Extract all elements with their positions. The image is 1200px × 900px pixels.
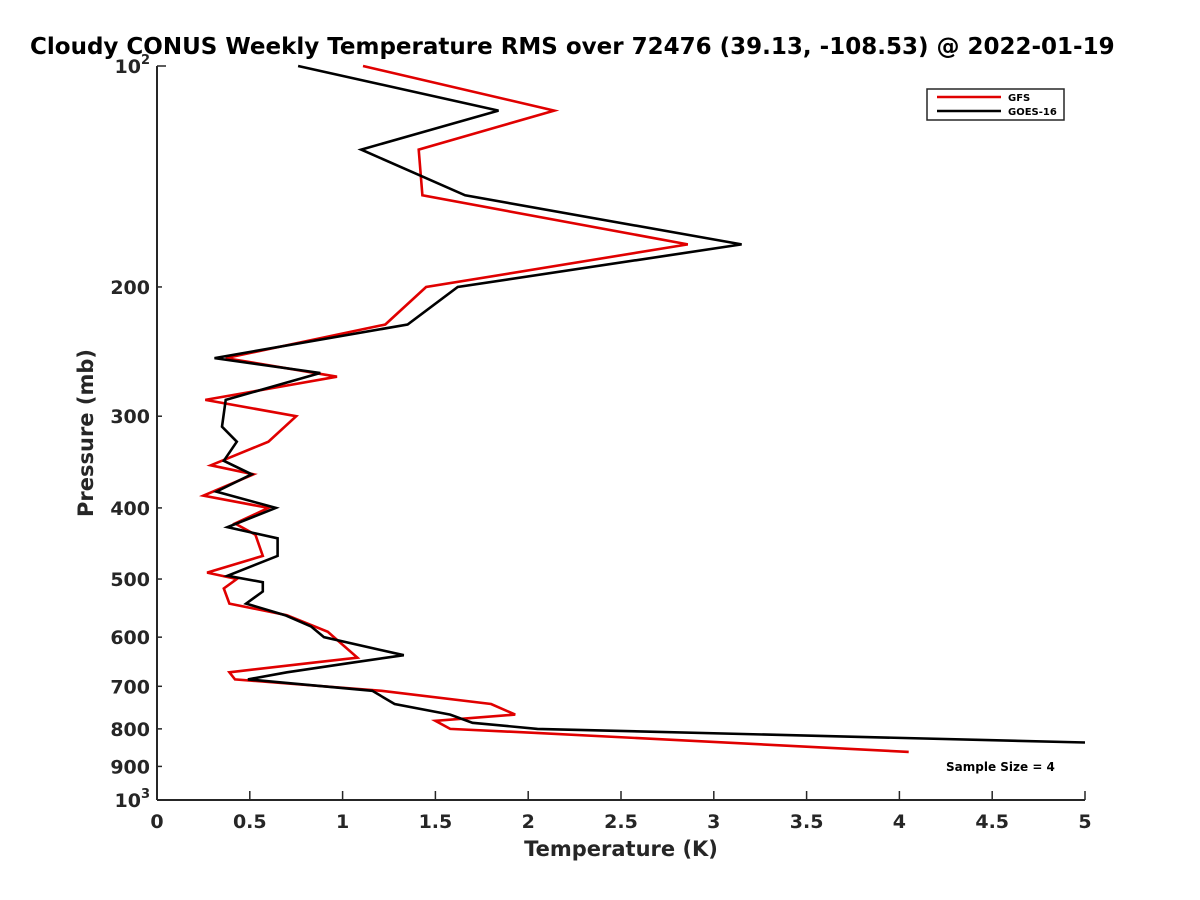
y-tick-label: 900 <box>110 756 150 778</box>
x-tick-label: 5 <box>1078 811 1091 833</box>
x-tick-label: 3.5 <box>790 811 824 833</box>
series-line-goes-16 <box>212 64 1086 744</box>
x-tick-label: 3 <box>707 811 720 833</box>
x-tick-label: 0.5 <box>233 811 267 833</box>
x-axis-title: Temperature (K) <box>524 837 718 861</box>
legend-label-gfs: GFS <box>1008 93 1030 104</box>
legend-box <box>926 88 1065 121</box>
y-tick-label: 500 <box>110 569 150 591</box>
legend: GFS GOES-16 <box>926 88 1065 121</box>
y-tick-label: 400 <box>110 498 150 520</box>
legend-label-goes16: GOES-16 <box>1008 107 1057 118</box>
y-tick-label-base: 10 <box>115 56 141 78</box>
y-tick-label: 700 <box>110 676 150 698</box>
x-tick-label: 4.5 <box>975 811 1009 833</box>
y-tick-label: 200 <box>110 277 150 299</box>
x-tick-label: 1.5 <box>419 811 453 833</box>
chart-title: Cloudy CONUS Weekly Temperature RMS over… <box>30 34 1115 60</box>
y-axis-title: Pressure (mb) <box>74 349 98 517</box>
x-ticks: 0 0.5 1 1.5 2 2.5 3 3.5 4 4.5 5 <box>150 791 1092 833</box>
series-line-gfs <box>198 64 909 754</box>
x-tick-label: 4 <box>893 811 906 833</box>
x-tick-label: 0 <box>150 811 163 833</box>
y-tick-label: 600 <box>110 627 150 649</box>
sample-size-annotation: Sample Size = 4 <box>946 760 1055 774</box>
x-tick-label: 2 <box>522 811 535 833</box>
y-tick-label-exponent: 2 <box>141 53 150 68</box>
axes-background <box>157 66 1085 800</box>
plot-area <box>157 66 1085 800</box>
y-tick-label-base: 10 <box>115 790 141 812</box>
y-tick-label: 103 <box>115 787 151 812</box>
y-tick-label: 102 <box>115 53 151 78</box>
y-tick-label: 300 <box>110 406 150 428</box>
x-tick-label: 1 <box>336 811 349 833</box>
x-tick-label: 2.5 <box>604 811 638 833</box>
series-layer <box>198 64 1086 754</box>
y-tick-label-exponent: 3 <box>141 787 150 802</box>
y-tick-label: 800 <box>110 719 150 741</box>
